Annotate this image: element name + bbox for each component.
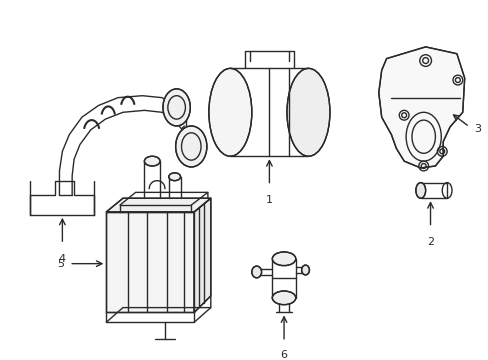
Text: 5: 5 <box>57 258 64 269</box>
Polygon shape <box>106 212 194 312</box>
Text: 2: 2 <box>426 237 433 247</box>
Text: 4: 4 <box>59 254 66 264</box>
Polygon shape <box>194 198 210 312</box>
Text: 3: 3 <box>473 124 481 134</box>
Ellipse shape <box>175 126 206 167</box>
Ellipse shape <box>301 265 309 275</box>
Ellipse shape <box>251 266 261 278</box>
Ellipse shape <box>144 156 160 166</box>
Ellipse shape <box>208 68 251 156</box>
Ellipse shape <box>415 183 425 198</box>
Ellipse shape <box>272 252 295 266</box>
Text: 1: 1 <box>265 195 272 205</box>
Ellipse shape <box>272 291 295 305</box>
Text: 6: 6 <box>280 350 287 360</box>
Ellipse shape <box>168 173 180 181</box>
Ellipse shape <box>286 68 329 156</box>
Polygon shape <box>378 47 464 168</box>
Polygon shape <box>106 198 210 212</box>
Ellipse shape <box>163 89 190 126</box>
